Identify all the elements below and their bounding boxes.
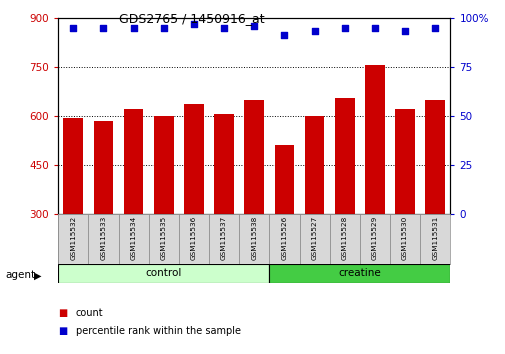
Point xyxy=(160,25,168,30)
Text: ▶: ▶ xyxy=(34,270,41,280)
Point xyxy=(370,25,378,30)
FancyBboxPatch shape xyxy=(419,214,449,264)
Text: GSM115530: GSM115530 xyxy=(401,216,408,260)
Point xyxy=(280,33,288,38)
Text: ■: ■ xyxy=(58,308,67,318)
Bar xyxy=(154,116,173,214)
Point xyxy=(69,25,77,30)
Point xyxy=(310,29,318,34)
Point xyxy=(220,25,228,30)
Bar xyxy=(365,65,384,214)
Text: GSM115533: GSM115533 xyxy=(100,216,106,260)
Point xyxy=(400,29,409,34)
Point xyxy=(430,25,438,30)
Text: GDS2765 / 1450916_at: GDS2765 / 1450916_at xyxy=(119,12,265,25)
Text: GSM115526: GSM115526 xyxy=(281,216,287,260)
Bar xyxy=(425,99,444,214)
FancyBboxPatch shape xyxy=(58,214,88,264)
FancyBboxPatch shape xyxy=(209,214,239,264)
FancyBboxPatch shape xyxy=(88,214,118,264)
Text: GSM115537: GSM115537 xyxy=(221,216,227,260)
FancyBboxPatch shape xyxy=(239,214,269,264)
FancyBboxPatch shape xyxy=(178,214,209,264)
FancyBboxPatch shape xyxy=(299,214,329,264)
Point xyxy=(189,21,197,27)
Point xyxy=(250,23,258,28)
Text: GSM115528: GSM115528 xyxy=(341,216,347,260)
FancyBboxPatch shape xyxy=(389,214,419,264)
Text: GSM115534: GSM115534 xyxy=(130,216,136,260)
FancyBboxPatch shape xyxy=(58,264,269,283)
FancyBboxPatch shape xyxy=(359,214,389,264)
Bar xyxy=(93,121,113,214)
Text: GSM115532: GSM115532 xyxy=(70,216,76,260)
Text: GSM115531: GSM115531 xyxy=(431,216,437,260)
Text: GSM115535: GSM115535 xyxy=(161,216,167,260)
Point xyxy=(129,25,137,30)
Text: GSM115538: GSM115538 xyxy=(251,216,257,260)
Text: ■: ■ xyxy=(58,326,67,336)
Bar xyxy=(124,109,143,214)
Text: GSM115536: GSM115536 xyxy=(190,216,196,260)
Bar xyxy=(63,118,83,214)
FancyBboxPatch shape xyxy=(269,214,299,264)
Point xyxy=(99,25,107,30)
FancyBboxPatch shape xyxy=(269,264,449,283)
FancyBboxPatch shape xyxy=(118,214,148,264)
Bar xyxy=(244,99,264,214)
Text: percentile rank within the sample: percentile rank within the sample xyxy=(76,326,240,336)
FancyBboxPatch shape xyxy=(329,214,359,264)
Text: control: control xyxy=(145,268,182,279)
Bar xyxy=(274,145,293,214)
Text: GSM115527: GSM115527 xyxy=(311,216,317,260)
Bar xyxy=(334,98,354,214)
Text: count: count xyxy=(76,308,104,318)
Text: creatine: creatine xyxy=(338,268,380,279)
Bar xyxy=(304,116,324,214)
Bar xyxy=(214,114,233,214)
FancyBboxPatch shape xyxy=(148,214,178,264)
Text: agent: agent xyxy=(5,270,35,280)
Point xyxy=(340,25,348,30)
Text: GSM115529: GSM115529 xyxy=(371,216,377,260)
Bar xyxy=(184,104,204,214)
Bar xyxy=(394,109,414,214)
